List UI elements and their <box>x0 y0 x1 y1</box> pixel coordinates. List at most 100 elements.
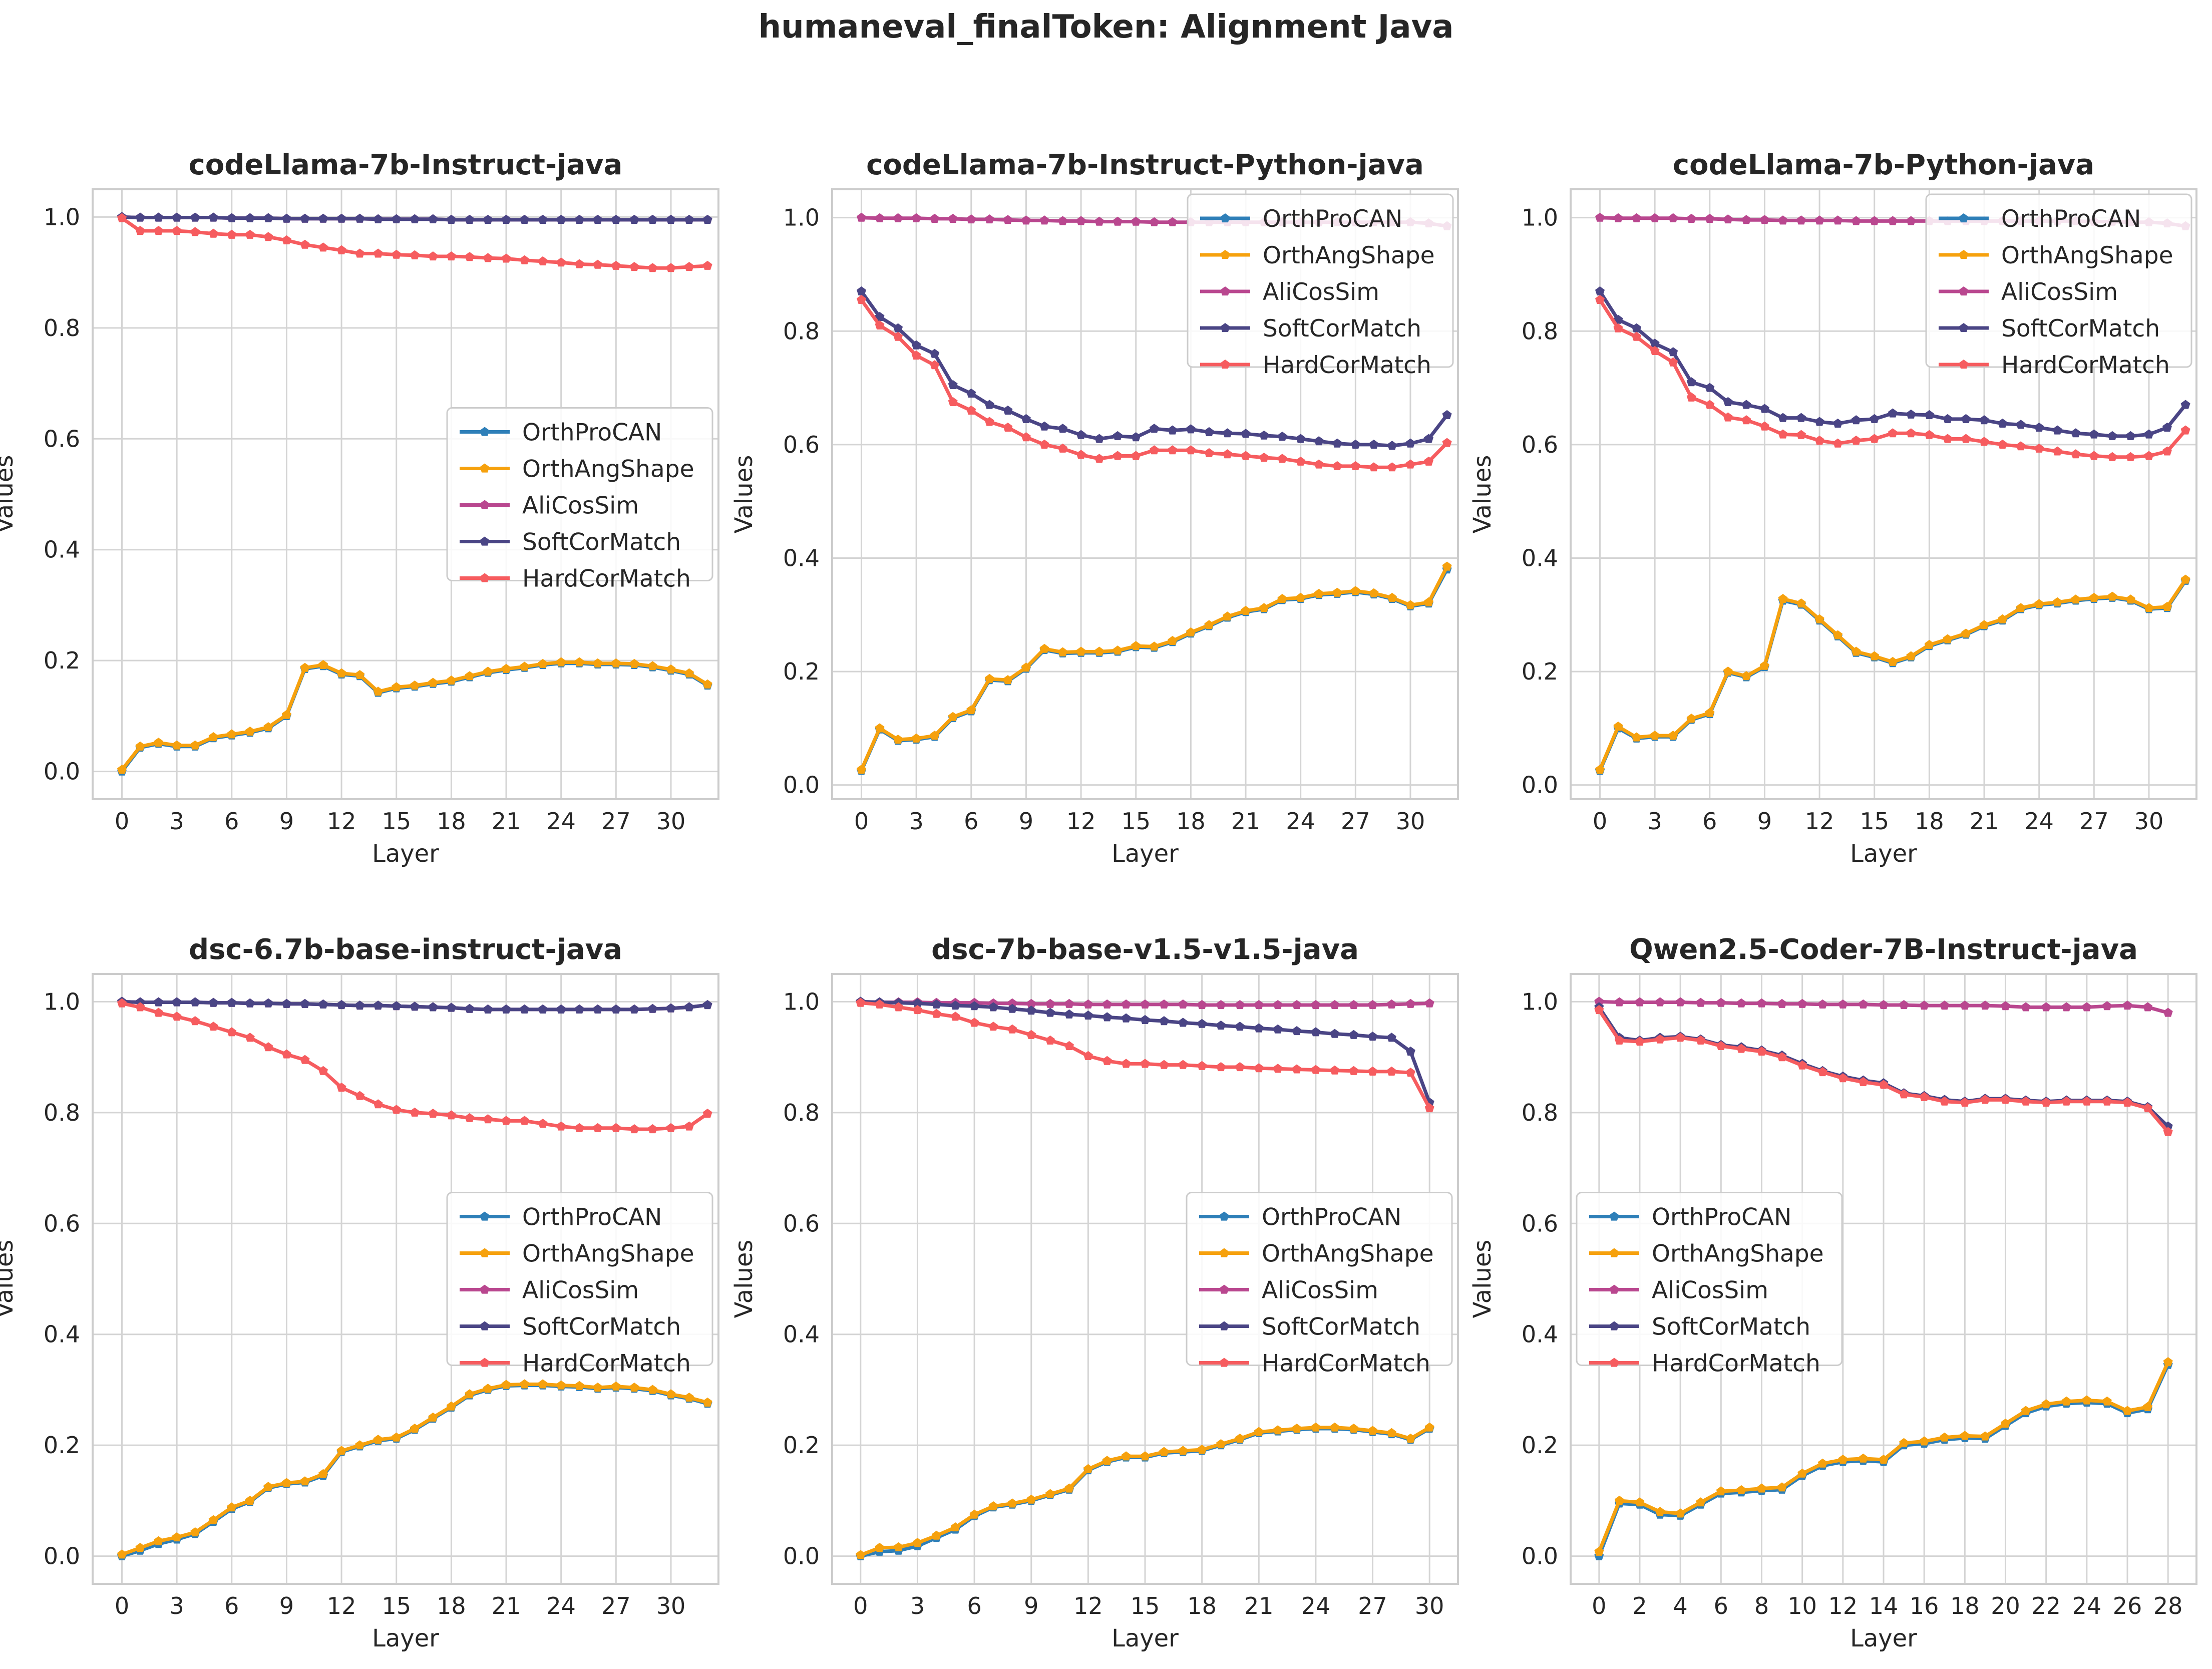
data-point <box>1296 434 1306 443</box>
data-point <box>1632 213 1642 222</box>
data-point <box>1045 1035 1055 1045</box>
y-tick-label: 0.2 <box>44 647 80 674</box>
data-point <box>318 213 328 223</box>
data-point <box>410 1002 420 1011</box>
data-point <box>893 735 903 744</box>
data-point <box>1273 1000 1283 1010</box>
data-point <box>1833 630 1843 639</box>
data-point <box>666 1389 676 1399</box>
x-tick-label: 3 <box>909 808 923 835</box>
data-point <box>1311 1065 1321 1074</box>
x-tick-label: 18 <box>437 1592 466 1619</box>
data-point <box>893 331 903 341</box>
data-point <box>245 1033 255 1042</box>
data-point <box>1003 405 1013 415</box>
data-point <box>966 405 976 415</box>
legend-marker <box>1220 213 1230 223</box>
data-point <box>1021 432 1031 442</box>
y-tick-label: 0.2 <box>1522 658 1558 685</box>
data-point <box>318 1066 328 1075</box>
data-point <box>1635 1497 1645 1507</box>
data-point <box>1039 643 1049 653</box>
legend-marker <box>1959 360 1969 369</box>
data-point <box>1387 441 1397 450</box>
data-point <box>501 214 511 224</box>
subplot-2: codeLlama-7b-Instruct-Python-java 0 3 6 9 12 1… <box>730 149 1459 868</box>
data-point <box>1149 445 1159 455</box>
data-point <box>647 263 657 272</box>
y-axis-label: Values <box>730 455 758 534</box>
data-point <box>2021 1096 2031 1106</box>
data-point <box>1058 443 1067 453</box>
data-point <box>1424 1422 1434 1432</box>
data-point <box>629 1383 639 1392</box>
y-tick-label: 0.6 <box>44 425 80 452</box>
series-HardCorMatch <box>857 294 1452 472</box>
x-tick-label: 14 <box>1869 1592 1899 1619</box>
data-point <box>446 214 456 224</box>
data-point <box>1094 434 1104 443</box>
data-point <box>281 213 291 223</box>
data-point <box>1223 611 1232 621</box>
data-point <box>1277 432 1287 441</box>
data-point <box>2163 1127 2173 1136</box>
x-tick-label: 28 <box>2153 1592 2183 1619</box>
x-tick-label: 0 <box>853 1592 868 1619</box>
data-point <box>373 687 383 696</box>
data-point <box>556 214 566 224</box>
data-point <box>1668 213 1678 222</box>
data-point <box>1696 1497 1706 1507</box>
data-point <box>629 1004 639 1014</box>
data-point <box>1888 408 1898 418</box>
data-point <box>1650 346 1660 355</box>
data-point <box>1140 999 1150 1009</box>
series-AliCosSim <box>1594 996 2173 1017</box>
x-axis-label: Layer <box>372 840 439 868</box>
legend-box <box>1576 1192 1843 1366</box>
x-axis-label: Layer <box>1112 840 1179 868</box>
y-tick-label: 0.0 <box>1522 1543 1558 1570</box>
data-point <box>1292 1064 1302 1074</box>
data-point <box>1613 213 1623 222</box>
data-point <box>428 1002 438 1012</box>
data-point <box>1021 662 1031 672</box>
data-point <box>1131 451 1141 460</box>
data-point <box>1723 397 1733 406</box>
data-point <box>1178 1446 1188 1455</box>
data-point <box>2102 1396 2112 1406</box>
data-point <box>1197 1019 1207 1028</box>
data-point <box>1045 998 1055 1008</box>
data-point <box>1870 414 1880 423</box>
data-point <box>1386 1033 1396 1042</box>
data-point <box>1007 1004 1017 1013</box>
data-point <box>666 664 676 674</box>
y-tick-label: 1.0 <box>44 988 80 1015</box>
data-point <box>988 1022 998 1031</box>
data-point <box>1350 439 1360 449</box>
axes-frame <box>1570 973 2197 1585</box>
data-point <box>1595 286 1605 295</box>
data-point <box>1064 1041 1074 1050</box>
data-point <box>1424 998 1434 1008</box>
legend-box <box>446 407 713 581</box>
data-point <box>1094 454 1104 463</box>
data-point <box>950 1000 960 1010</box>
data-point <box>1759 215 1769 224</box>
data-point <box>2162 422 2172 432</box>
data-point <box>1879 1455 1889 1464</box>
data-point <box>300 239 310 249</box>
legend-marker <box>480 1211 490 1221</box>
legend-label: OrthProCAN <box>2001 205 2141 233</box>
data-point <box>1241 605 1251 615</box>
y-tick-label: 0.6 <box>1522 1210 1558 1237</box>
data-point <box>263 213 273 222</box>
data-point <box>1980 1431 1990 1441</box>
data-point <box>483 253 493 262</box>
legend-label: HardCorMatch <box>522 1350 691 1378</box>
data-point <box>520 1379 530 1389</box>
data-point <box>1277 594 1287 603</box>
legend-marker <box>1959 323 1969 332</box>
data-point <box>300 1476 310 1486</box>
data-point <box>483 1384 493 1393</box>
